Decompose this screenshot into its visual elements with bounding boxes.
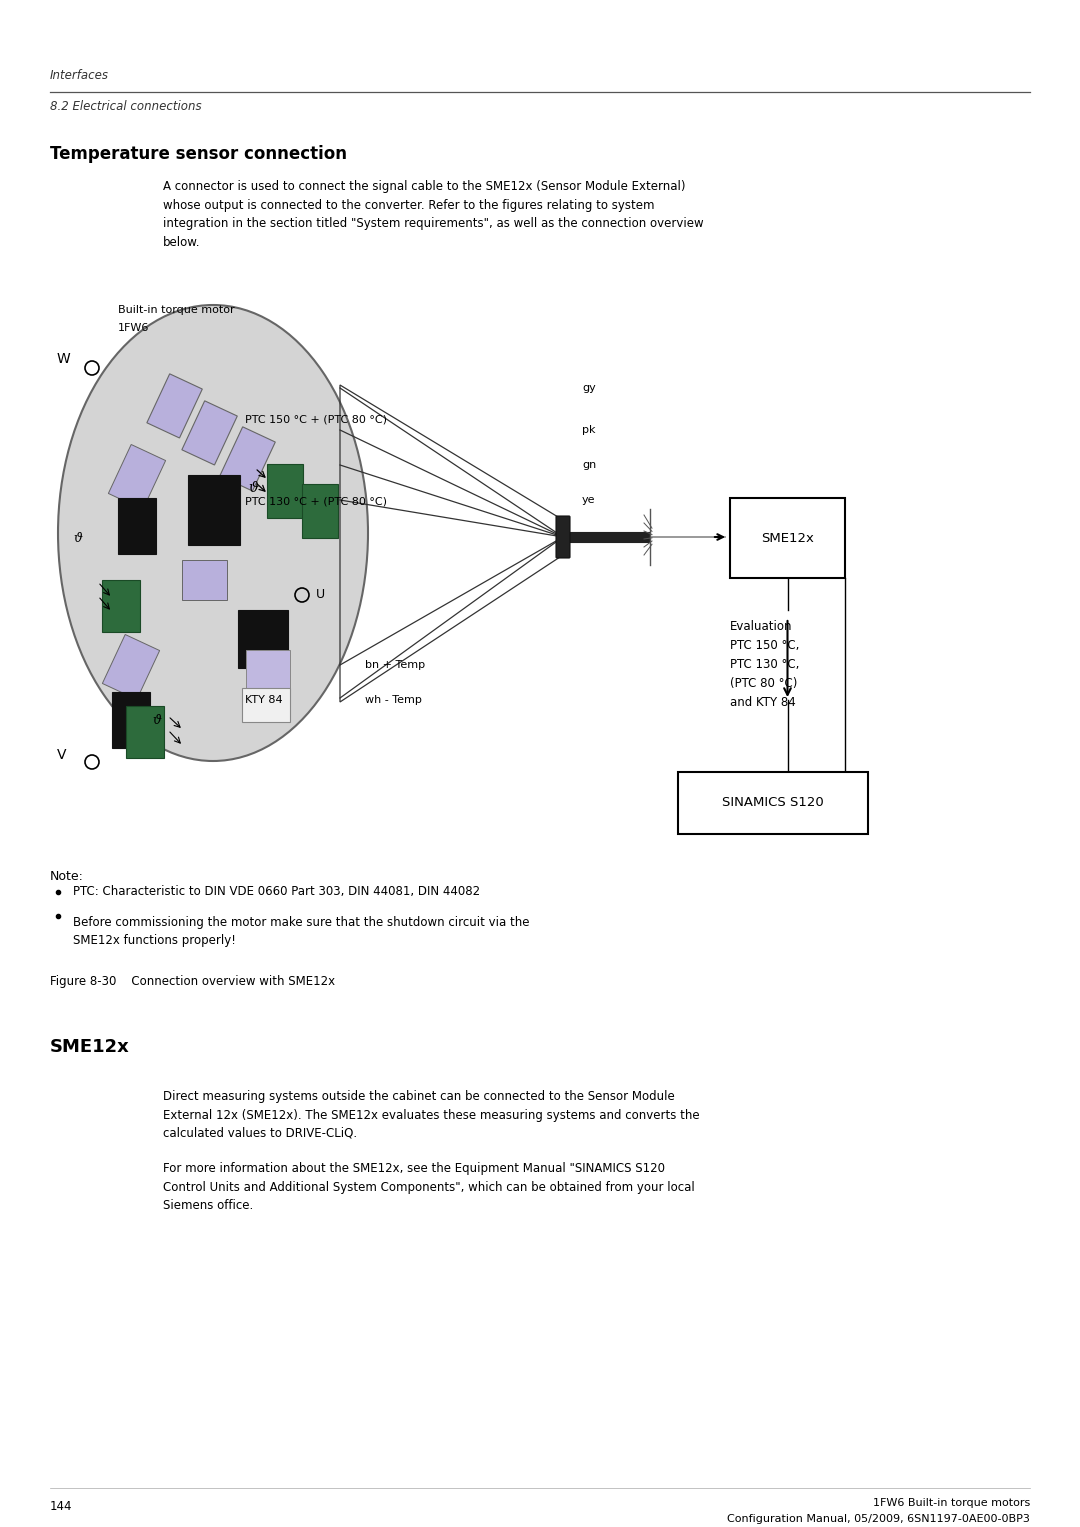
Bar xyxy=(103,635,160,699)
Bar xyxy=(118,498,156,554)
Bar xyxy=(112,692,150,748)
Bar xyxy=(678,773,868,834)
Bar xyxy=(102,580,140,632)
Text: W: W xyxy=(57,353,71,366)
Ellipse shape xyxy=(58,305,368,760)
Text: 1FW6 Built-in torque motors: 1FW6 Built-in torque motors xyxy=(873,1498,1030,1509)
Text: 8.2 Electrical connections: 8.2 Electrical connections xyxy=(50,99,202,113)
Bar xyxy=(238,609,288,667)
Text: A connector is used to connect the signal cable to the SME12x (Sensor Module Ext: A connector is used to connect the signa… xyxy=(163,180,704,249)
Text: Configuration Manual, 05/2009, 6SN1197-0AE00-0BP3: Configuration Manual, 05/2009, 6SN1197-0… xyxy=(727,1513,1030,1524)
Text: SINAMICS S120: SINAMICS S120 xyxy=(723,797,824,809)
Text: gn: gn xyxy=(582,460,596,470)
Text: 144: 144 xyxy=(50,1500,72,1513)
Text: SME12x: SME12x xyxy=(761,531,814,545)
Bar xyxy=(183,560,227,600)
Text: pk: pk xyxy=(582,425,595,435)
Text: ye: ye xyxy=(582,495,595,505)
Bar xyxy=(242,689,291,722)
Bar xyxy=(126,705,164,757)
Text: PTC: Characteristic to DIN VDE 0660 Part 303, DIN 44081, DIN 44082: PTC: Characteristic to DIN VDE 0660 Part… xyxy=(73,886,481,898)
Bar xyxy=(220,428,275,492)
Bar xyxy=(246,651,291,690)
Text: wh - Temp: wh - Temp xyxy=(365,695,422,705)
Bar xyxy=(108,444,165,510)
Text: KTY 84: KTY 84 xyxy=(245,695,283,705)
Text: SME12x: SME12x xyxy=(50,1038,130,1057)
Text: V: V xyxy=(57,748,67,762)
Bar xyxy=(181,400,238,466)
Text: ϑ: ϑ xyxy=(152,713,161,727)
Bar xyxy=(267,464,303,518)
Text: Built-in torque motor: Built-in torque motor xyxy=(118,305,234,315)
Text: bn + Temp: bn + Temp xyxy=(365,660,426,670)
FancyBboxPatch shape xyxy=(556,516,570,557)
Text: Interfaces: Interfaces xyxy=(50,69,109,82)
Text: Direct measuring systems outside the cabinet can be connected to the Sensor Modu: Direct measuring systems outside the cab… xyxy=(163,1090,700,1141)
Bar xyxy=(302,484,338,538)
Text: PTC 150 °C + (PTC 80 °C): PTC 150 °C + (PTC 80 °C) xyxy=(245,415,387,425)
Text: 1FW6: 1FW6 xyxy=(118,324,149,333)
Bar xyxy=(730,498,845,579)
Text: Temperature sensor connection: Temperature sensor connection xyxy=(50,145,347,163)
Text: ϑ: ϑ xyxy=(73,531,82,545)
Text: Note:: Note: xyxy=(50,870,84,883)
Text: PTC 130 °C + (PTC 80 °C): PTC 130 °C + (PTC 80 °C) xyxy=(245,496,387,507)
Bar xyxy=(147,374,202,438)
Text: Evaluation
PTC 150 °C,
PTC 130 °C,
(PTC 80 °C)
and KTY 84: Evaluation PTC 150 °C, PTC 130 °C, (PTC … xyxy=(730,620,799,709)
Bar xyxy=(188,475,240,545)
Text: U: U xyxy=(316,588,325,602)
Text: ϑ: ϑ xyxy=(248,481,258,495)
Text: Before commissioning the motor make sure that the shutdown circuit via the
SME12: Before commissioning the motor make sure… xyxy=(73,916,529,947)
Text: For more information about the SME12x, see the Equipment Manual "SINAMICS S120
C: For more information about the SME12x, s… xyxy=(163,1162,694,1212)
Text: gy: gy xyxy=(582,383,596,392)
Text: Figure 8-30    Connection overview with SME12x: Figure 8-30 Connection overview with SME… xyxy=(50,976,335,988)
